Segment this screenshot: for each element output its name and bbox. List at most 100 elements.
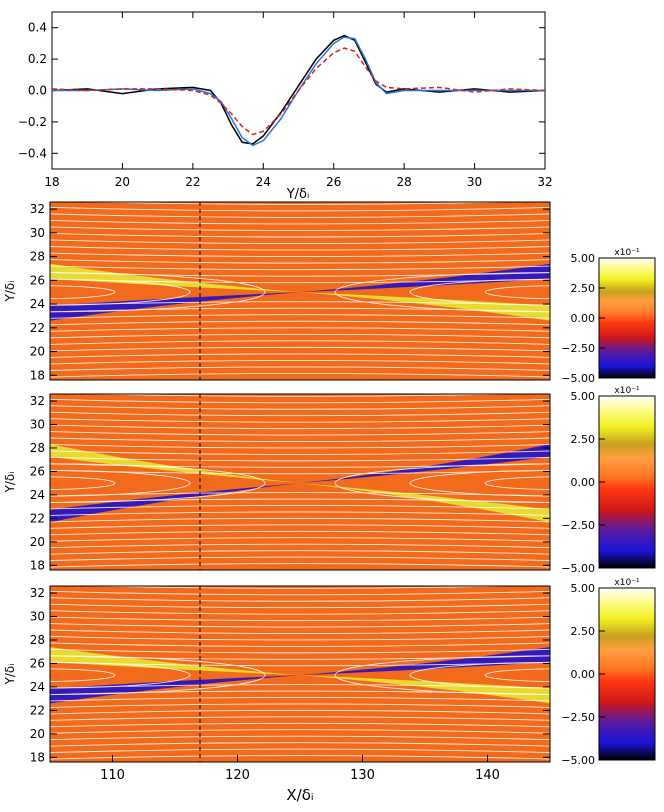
heatmap-y-tick-label: 20	[30, 345, 45, 359]
field-loop	[409, 469, 550, 497]
heatmap-field	[50, 202, 550, 380]
field-line	[50, 530, 550, 536]
field-line	[50, 272, 550, 277]
field-loop	[50, 476, 116, 491]
heatmap-y-tick-label: 28	[30, 441, 45, 455]
field-line	[50, 748, 550, 754]
field-line	[50, 373, 550, 378]
line-chart-y-tick-label: −0.4	[18, 146, 47, 160]
heatmap-y-tick-label: 30	[30, 226, 45, 240]
field-loop	[50, 463, 266, 503]
field-line	[50, 722, 550, 728]
field-line	[50, 642, 550, 647]
heatmap-frame	[49, 393, 551, 571]
field-line	[50, 537, 550, 542]
heatmap-x-axis-label: X/δᵢ	[286, 786, 313, 804]
heatmap-background	[50, 586, 550, 762]
field-line	[50, 703, 550, 708]
field-line	[50, 327, 550, 332]
heatmap-x-tick-label: 110	[100, 768, 125, 783]
line-chart-x-tick-label: 30	[467, 175, 482, 189]
heatmap-positive-lobe	[300, 675, 550, 704]
field-line	[50, 648, 550, 654]
field-loop	[50, 285, 116, 300]
colorbar-tick-label: −5.00	[561, 754, 595, 767]
field-loop	[50, 272, 266, 313]
heatmap-y-tick-label: 20	[30, 535, 45, 549]
heatmap-field	[50, 586, 550, 762]
field-line	[50, 597, 550, 602]
field-line	[50, 629, 550, 634]
field-line	[50, 219, 550, 225]
field-loop	[50, 655, 266, 695]
heatmap-y-tick-label: 22	[30, 511, 45, 525]
line-chart-panel: 18 20 22 24 26 28 30 32 0.4 0.2 0.0 −0.2 −0.4 Y/δᵢ	[18, 11, 553, 202]
colorbar-tick-label: 2.50	[571, 625, 596, 638]
field-line	[50, 366, 550, 371]
line-series-3	[51, 47, 546, 136]
field-line	[211, 379, 389, 380]
colorbar	[598, 587, 656, 761]
field-line	[50, 232, 550, 238]
field-loop	[50, 668, 116, 683]
line-chart-x-tick-label: 22	[185, 175, 200, 189]
field-line	[50, 517, 550, 523]
field-loop	[50, 661, 191, 689]
field-line	[50, 456, 550, 462]
heatmap-y-tick-label: 26	[30, 273, 45, 287]
field-loop	[484, 476, 550, 491]
colorbar-tick-label: −5.00	[561, 372, 595, 385]
field-line	[50, 213, 550, 218]
colorbar	[598, 257, 656, 379]
heatmap-positive-lobe	[300, 292, 550, 321]
field-line	[50, 524, 550, 529]
heatmap-field-lines	[50, 586, 550, 762]
field-line	[50, 556, 550, 562]
colorbar-tick-label: 5.00	[571, 252, 596, 265]
line-chart-y-tick-label: 0.0	[28, 84, 47, 98]
colorbar-tick-label: 5.00	[571, 582, 596, 595]
field-line	[50, 735, 550, 741]
field-line	[50, 252, 550, 258]
colorbar-tick-label: 0.00	[571, 476, 596, 489]
heatmap-y-tick-label: 30	[30, 418, 45, 432]
heatmap-y-tick-label: 32	[30, 394, 45, 408]
field-line	[50, 716, 550, 721]
heatmap-y-tick-label: 18	[30, 368, 45, 382]
field-line	[50, 655, 550, 660]
field-loop	[334, 463, 550, 503]
field-line	[50, 616, 550, 622]
heatmap-y-tick-label: 24	[30, 297, 45, 311]
line-chart-x-tick-label: 32	[537, 175, 552, 189]
line-chart-x-tick-label: 26	[326, 175, 341, 189]
field-line	[50, 226, 550, 231]
field-line	[50, 333, 550, 339]
field-line	[50, 729, 550, 734]
heatmap-panel-2: 18 20 22 24 26 28 30 32 Y/δᵢ x10⁻¹ 5.00 2.50 0.00 −2.…	[3, 386, 656, 575]
heatmap-positive-lobe	[50, 647, 300, 676]
field-line	[50, 697, 550, 702]
heatmap-y-tick-label: 32	[30, 202, 45, 216]
field-loop	[334, 655, 550, 695]
heatmap-field-lines	[50, 394, 550, 570]
field-line	[50, 418, 550, 423]
field-line	[50, 623, 550, 628]
field-line	[50, 463, 550, 468]
heatmap-x-tick-label: 120	[225, 768, 250, 783]
heatmap-y-tick-label: 30	[30, 610, 45, 624]
field-line	[50, 498, 550, 503]
field-line	[50, 444, 550, 449]
field-line	[50, 610, 550, 615]
heatmap-y-tick-label: 18	[30, 558, 45, 572]
line-chart-y-tick-label: 0.4	[28, 21, 47, 35]
field-line	[50, 346, 550, 352]
colorbar-tick-label: 2.50	[571, 282, 596, 295]
field-loop	[50, 278, 191, 306]
heatmap-negative-lobe	[300, 263, 550, 293]
heatmap-field-lines	[50, 202, 550, 380]
heatmap-y-tick-label: 28	[30, 633, 45, 647]
heatmap-frame	[49, 201, 551, 381]
field-line	[50, 424, 550, 430]
line-chart-y-ticks: 0.4 0.2 0.0 −0.2 −0.4	[18, 21, 545, 160]
